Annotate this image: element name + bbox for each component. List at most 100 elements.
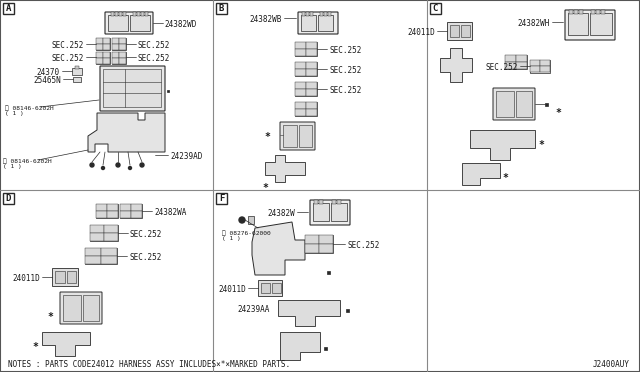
Text: SEC.252: SEC.252 bbox=[486, 63, 518, 72]
Text: *: * bbox=[47, 312, 53, 322]
Bar bbox=[248, 216, 254, 224]
Bar bbox=[119, 12, 122, 16]
Bar bbox=[319, 235, 333, 244]
Bar bbox=[85, 256, 101, 264]
Polygon shape bbox=[470, 130, 535, 160]
Bar bbox=[323, 346, 326, 350]
Bar bbox=[72, 68, 82, 75]
Bar bbox=[258, 280, 282, 296]
Circle shape bbox=[102, 167, 104, 170]
Bar bbox=[540, 60, 550, 66]
Polygon shape bbox=[265, 155, 305, 182]
Bar bbox=[123, 12, 126, 16]
Text: 24011D: 24011D bbox=[12, 274, 40, 283]
Text: SEC.252: SEC.252 bbox=[130, 230, 163, 239]
Bar bbox=[306, 12, 309, 16]
Bar bbox=[505, 62, 516, 69]
Bar bbox=[337, 200, 341, 204]
Text: 24382WA: 24382WA bbox=[154, 208, 186, 217]
Bar bbox=[305, 235, 333, 253]
Bar bbox=[112, 44, 119, 50]
Bar bbox=[505, 55, 516, 62]
Bar bbox=[112, 52, 126, 64]
Bar bbox=[115, 12, 118, 16]
Polygon shape bbox=[42, 332, 90, 356]
Bar bbox=[579, 10, 583, 14]
Bar bbox=[96, 211, 107, 218]
Bar bbox=[306, 69, 317, 76]
Bar bbox=[461, 25, 470, 37]
Bar bbox=[324, 12, 327, 16]
FancyBboxPatch shape bbox=[60, 292, 102, 324]
Text: F: F bbox=[219, 194, 224, 203]
Bar bbox=[306, 102, 317, 109]
Text: ( 1 ): ( 1 ) bbox=[222, 236, 241, 241]
Text: *: * bbox=[538, 140, 544, 150]
Polygon shape bbox=[252, 222, 305, 275]
Bar bbox=[505, 55, 527, 69]
Bar bbox=[96, 52, 110, 64]
Bar bbox=[530, 66, 540, 72]
Circle shape bbox=[140, 163, 144, 167]
Bar bbox=[295, 102, 306, 109]
Bar bbox=[120, 204, 142, 218]
Bar bbox=[119, 58, 126, 64]
Bar bbox=[540, 66, 550, 72]
Bar bbox=[120, 204, 131, 211]
Bar bbox=[96, 38, 110, 50]
FancyBboxPatch shape bbox=[565, 10, 615, 40]
Text: *: * bbox=[262, 183, 268, 193]
Text: *: * bbox=[264, 132, 270, 142]
Bar bbox=[112, 52, 119, 58]
Bar bbox=[569, 10, 573, 14]
Bar bbox=[3, 3, 14, 14]
Bar bbox=[301, 15, 316, 31]
Bar bbox=[306, 82, 317, 89]
Bar bbox=[119, 44, 126, 50]
Bar bbox=[430, 3, 441, 14]
Polygon shape bbox=[280, 332, 320, 360]
Text: J2400AUY: J2400AUY bbox=[593, 360, 630, 369]
Text: ( 1 ): ( 1 ) bbox=[3, 164, 22, 169]
Bar bbox=[574, 10, 578, 14]
Bar bbox=[283, 125, 297, 147]
FancyBboxPatch shape bbox=[493, 88, 535, 120]
Bar bbox=[590, 13, 612, 35]
Bar bbox=[101, 256, 117, 264]
Polygon shape bbox=[440, 48, 472, 82]
Circle shape bbox=[239, 217, 245, 223]
Bar bbox=[96, 58, 103, 64]
Bar bbox=[120, 211, 131, 218]
Text: SEC.252: SEC.252 bbox=[329, 66, 362, 75]
Text: NOTES : PARTS CODE24012 HARNESS ASSY INCLUDES×*×MARKED PARTS.: NOTES : PARTS CODE24012 HARNESS ASSY INC… bbox=[8, 360, 290, 369]
Bar bbox=[295, 62, 306, 69]
Bar bbox=[137, 12, 140, 16]
Bar bbox=[310, 12, 313, 16]
Text: *: * bbox=[502, 173, 508, 183]
Bar bbox=[96, 204, 107, 211]
Bar bbox=[295, 89, 306, 96]
Bar bbox=[167, 90, 169, 92]
Bar bbox=[103, 52, 110, 58]
Bar bbox=[103, 38, 110, 44]
Bar bbox=[96, 38, 103, 44]
Text: Ⓑ 08276-62000: Ⓑ 08276-62000 bbox=[222, 230, 271, 235]
Text: *: * bbox=[555, 108, 561, 118]
Bar bbox=[111, 12, 114, 16]
Text: 24239AA: 24239AA bbox=[237, 305, 270, 314]
Text: 24011D: 24011D bbox=[407, 28, 435, 37]
Bar bbox=[131, 204, 142, 211]
Circle shape bbox=[90, 163, 94, 167]
Bar bbox=[119, 38, 126, 44]
Bar bbox=[75, 66, 79, 69]
Bar bbox=[216, 3, 227, 14]
Text: A: A bbox=[6, 4, 11, 13]
Text: 24011D: 24011D bbox=[218, 285, 246, 294]
Bar bbox=[299, 125, 312, 147]
Bar bbox=[3, 193, 14, 204]
Bar bbox=[306, 62, 317, 69]
Text: 25465N: 25465N bbox=[33, 76, 61, 85]
Text: SEC.252: SEC.252 bbox=[329, 46, 362, 55]
Text: *: * bbox=[32, 342, 38, 352]
Bar bbox=[112, 38, 119, 44]
